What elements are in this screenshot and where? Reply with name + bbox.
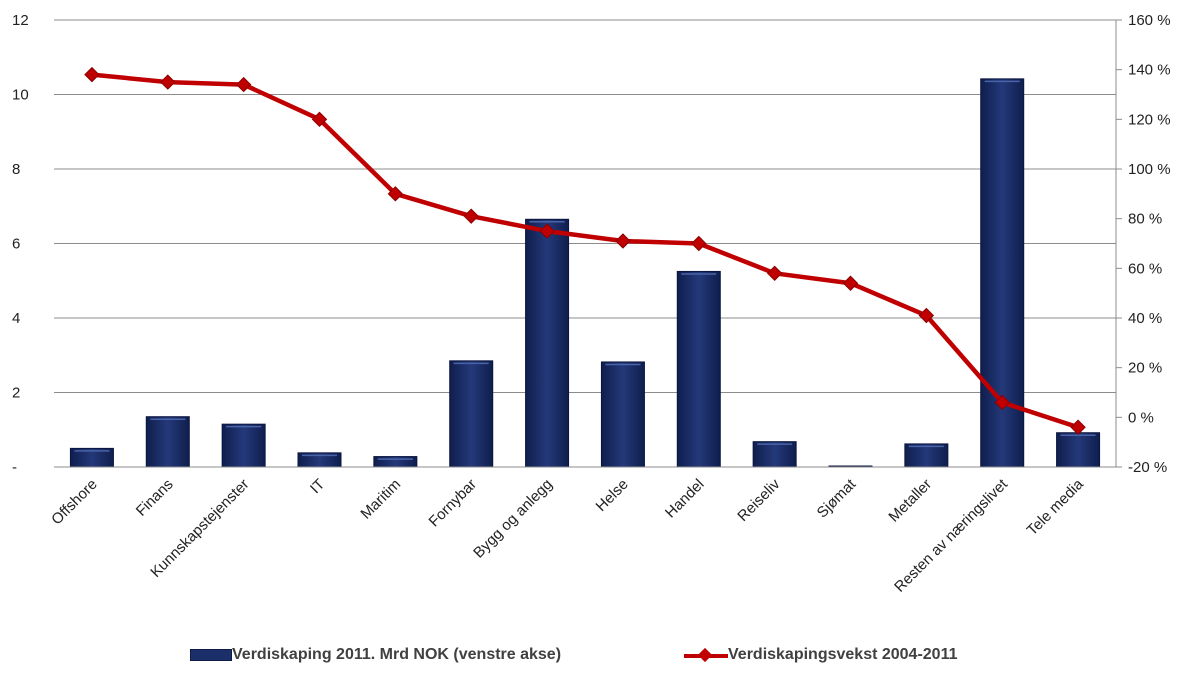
- right-axis-tick-label: 100 %: [1128, 161, 1171, 178]
- category-label: IT: [307, 476, 328, 497]
- category-label: Bygg og anlegg: [470, 476, 556, 562]
- category-label: Metaller: [885, 476, 935, 526]
- bar: [525, 218, 570, 468]
- left-axis-tick-label: -: [12, 459, 17, 476]
- line-point: [160, 74, 176, 90]
- right-axis-tick-label: -20 %: [1128, 459, 1167, 476]
- right-axis-tick-label: 20 %: [1128, 360, 1162, 377]
- right-axis-tick-label: 120 %: [1128, 111, 1171, 128]
- right-axis-tick-label: 40 %: [1128, 310, 1162, 327]
- line-point: [84, 66, 100, 83]
- right-axis-tick-label: 80 %: [1128, 211, 1162, 228]
- legend-item-line: Verdiskapingsvekst 2004-2011: [684, 646, 958, 664]
- legend-bar-swatch: [190, 649, 232, 661]
- legend: Verdiskaping 2011. Mrd NOK (venstre akse…: [0, 646, 1192, 668]
- legend-line-swatch: [684, 647, 728, 663]
- line-point: [994, 394, 1010, 411]
- right-axis-tick-label: 0 %: [1128, 409, 1154, 426]
- line-point: [235, 76, 252, 93]
- category-label: Reiseliv: [734, 475, 784, 525]
- bar: [752, 441, 797, 468]
- bar: [904, 443, 949, 468]
- category-label: Handel: [662, 476, 708, 522]
- legend-item-bars: Verdiskaping 2011. Mrd NOK (venstre akse…: [190, 646, 561, 664]
- line-point: [615, 233, 631, 249]
- bar: [373, 456, 418, 468]
- legend-label-line: Verdiskapingsvekst 2004-2011: [728, 646, 958, 663]
- category-label: Maritim: [357, 476, 404, 523]
- line-point: [1070, 419, 1086, 435]
- bar: [449, 360, 494, 468]
- left-axis-tick-label: 10: [12, 87, 29, 104]
- category-label: Tele media: [1024, 475, 1088, 539]
- left-axis-tick-label: 12: [12, 12, 29, 29]
- right-axis-tick-label: 60 %: [1128, 260, 1162, 277]
- line-point: [691, 235, 707, 252]
- line-point: [539, 223, 555, 239]
- category-label: Fornybar: [426, 476, 480, 530]
- left-axis-tick-label: 6: [12, 236, 20, 253]
- left-axis-tick-label: 2: [12, 385, 20, 402]
- bar: [1056, 432, 1101, 468]
- right-axis-tick-label: 140 %: [1128, 62, 1171, 79]
- left-axis-tick-label: 4: [12, 310, 20, 327]
- left-axis-tick-label: 8: [12, 161, 20, 178]
- line-series: [84, 66, 1086, 435]
- bar: [221, 423, 266, 468]
- category-label: Helse: [593, 476, 632, 515]
- bar: [676, 270, 721, 468]
- series-line: [91, 72, 1079, 430]
- bar: [600, 361, 645, 468]
- category-label: Sjømat: [814, 475, 860, 521]
- line-point: [387, 186, 404, 202]
- bar: [145, 416, 190, 468]
- line-point: [842, 275, 859, 291]
- line-point: [766, 265, 783, 282]
- category-label: Offshore: [48, 476, 101, 529]
- line-point: [463, 208, 479, 224]
- legend-label-bars: Verdiskaping 2011. Mrd NOK (venstre akse…: [232, 646, 562, 663]
- line-point: [311, 111, 328, 128]
- category-label: Finans: [133, 476, 177, 520]
- bar-series: [69, 78, 1101, 468]
- gridlines: [54, 19, 1116, 393]
- line-point: [918, 307, 935, 324]
- right-axis-tick-label: 160 %: [1128, 12, 1171, 29]
